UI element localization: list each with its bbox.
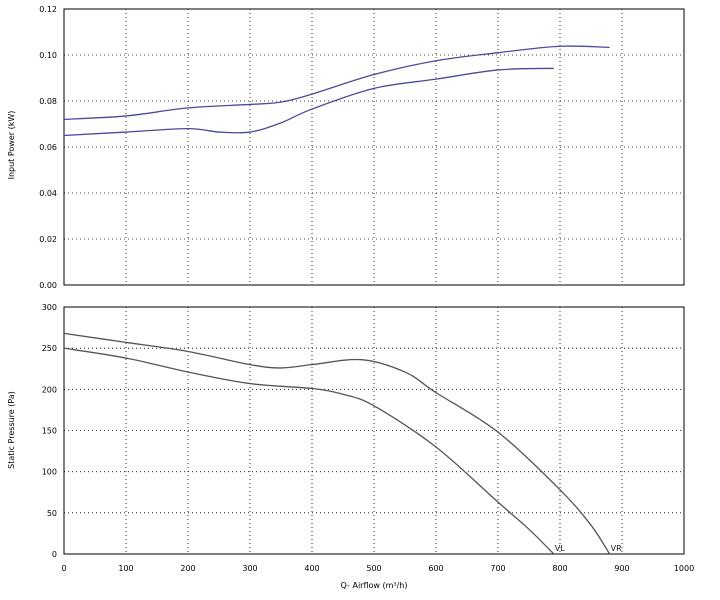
y-axis-label-input-power: Input Power (kW) [7, 111, 16, 180]
series-line-2 [63, 347, 555, 555]
series-line-2 [63, 67, 554, 137]
y-axis-label-static-pressure: Static Pressure (Pa) [7, 391, 16, 469]
series-line-1 [63, 332, 611, 555]
x-tick-label: 100 [118, 564, 133, 573]
static-pressure-panel: Static Pressure (Pa) Q- Airflow (m³/h) 0… [7, 303, 694, 590]
x-tick-label: 800 [552, 564, 567, 573]
input-power-panel: Input Power (kW) 0.00 0.02 0.04 0.06 0.08 0.1… [7, 5, 685, 290]
y-tick-label: 0.00 [39, 281, 57, 290]
y-tick-label: 250 [42, 344, 57, 353]
y-tick-label: 0.08 [39, 97, 57, 106]
y-tick-label: 0.12 [39, 5, 57, 14]
series-line-1 [63, 45, 610, 121]
curve-label: VL [555, 544, 565, 553]
y-tick-label: 300 [42, 303, 57, 312]
y-tick-label: 0.04 [39, 189, 57, 198]
x-tick-label: 500 [366, 564, 381, 573]
y-tick-label: 200 [42, 385, 57, 394]
y-tick-label: 0.06 [39, 143, 57, 152]
x-tick-label: 200 [180, 564, 195, 573]
x-tick-label: 700 [490, 564, 505, 573]
x-tick-label: 900 [614, 564, 629, 573]
x-tick-label: 1000 [674, 564, 694, 573]
y-tick-label: 0 [52, 550, 57, 559]
y-tick-label: 100 [42, 468, 57, 477]
curve-label: VR [611, 544, 622, 553]
y-tick-label: 0.10 [39, 51, 57, 60]
x-axis-label: Q- Airflow (m³/h) [341, 581, 408, 590]
x-tick-label: 600 [428, 564, 443, 573]
y-tick-label: 150 [42, 427, 57, 436]
y-tick-label: 0.02 [39, 235, 57, 244]
x-tick-label: 0 [61, 564, 66, 573]
x-tick-label: 400 [304, 564, 319, 573]
x-tick-label: 300 [242, 564, 257, 573]
y-tick-label: 50 [47, 509, 57, 518]
